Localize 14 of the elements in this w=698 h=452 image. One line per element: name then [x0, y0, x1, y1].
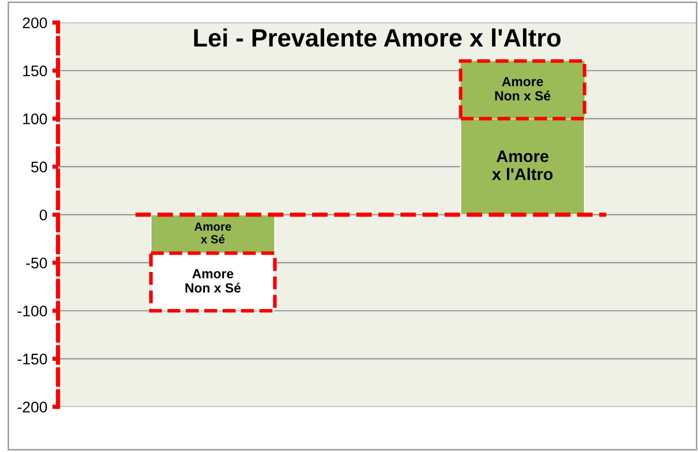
y-tick-label: 100: [23, 114, 47, 124]
y-tick-label: -200: [18, 402, 47, 412]
series-label: Amore Non x Sé: [495, 77, 550, 100]
y-tick-label: 150: [23, 65, 47, 76]
series-label: Amore x Sé: [194, 222, 232, 244]
y-tick-label: -100: [18, 306, 47, 316]
y-tick-label: 50: [31, 162, 47, 172]
y-tick-label: 200: [22, 17, 47, 28]
text: Amore Non x Sé: [186, 269, 241, 293]
y-tick-label: 0: [40, 210, 47, 220]
series-label: Amore x l'Altro: [492, 150, 553, 180]
y-tick-label: -50: [26, 258, 47, 268]
y-tick-label: -150: [18, 354, 47, 364]
chart-title: Lei - Prevalente Amore x l'Altro: [194, 28, 561, 47]
